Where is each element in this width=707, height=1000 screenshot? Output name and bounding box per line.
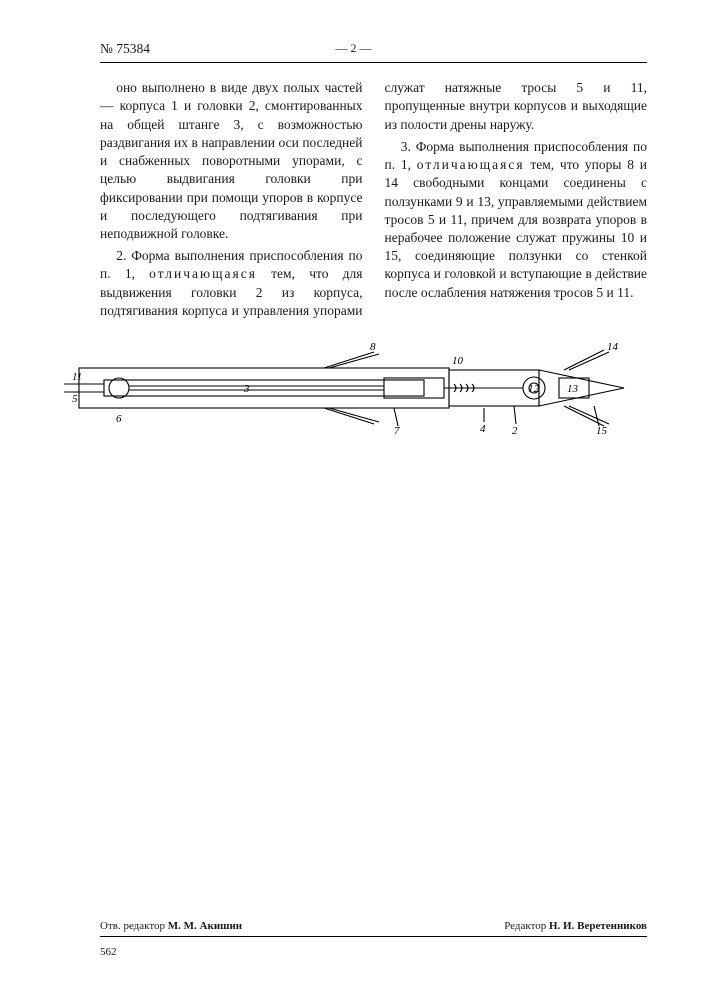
body-text: оно выполнено в виде двух полых частей —… bbox=[100, 79, 647, 320]
claim-3: 3. Форма выполнения приспособления по п.… bbox=[385, 138, 648, 302]
page-number: 562 bbox=[100, 945, 647, 960]
fig-label-13: 13 bbox=[567, 383, 579, 395]
fig-label-5: 5 bbox=[72, 393, 78, 405]
patent-number: № 75384 bbox=[100, 40, 150, 58]
fig-label-6: 6 bbox=[116, 413, 122, 425]
fig-label-15: 15 bbox=[596, 425, 608, 435]
fig-label-11: 11 bbox=[72, 371, 82, 383]
device-diagram: 11 5 6 3 8 7 10 4 2 12 13 14 15 bbox=[64, 340, 654, 435]
fig-label-14: 14 bbox=[607, 341, 619, 353]
editor: Редактор Н. И. Веретенников bbox=[504, 919, 647, 934]
page-marker: — 2 — bbox=[336, 40, 372, 56]
fig-label-8: 8 bbox=[370, 341, 376, 353]
fig-label-7: 7 bbox=[394, 425, 400, 435]
claim-1-continued: оно выполнено в виде двух полых частей —… bbox=[100, 79, 363, 243]
page-header: № 75384 — 2 — bbox=[100, 40, 647, 63]
fig-label-4: 4 bbox=[480, 423, 486, 435]
fig-label-10: 10 bbox=[452, 355, 464, 367]
fig-label-12: 12 bbox=[528, 383, 540, 395]
fig-label-2: 2 bbox=[512, 425, 518, 435]
patent-figure: 11 5 6 3 8 7 10 4 2 12 13 14 15 bbox=[50, 340, 667, 435]
responsible-editor: Отв. редактор М. М. Акишин bbox=[100, 919, 242, 934]
fig-label-3: 3 bbox=[243, 383, 250, 395]
page-footer: Отв. редактор М. М. Акишин Редактор Н. И… bbox=[100, 919, 647, 960]
